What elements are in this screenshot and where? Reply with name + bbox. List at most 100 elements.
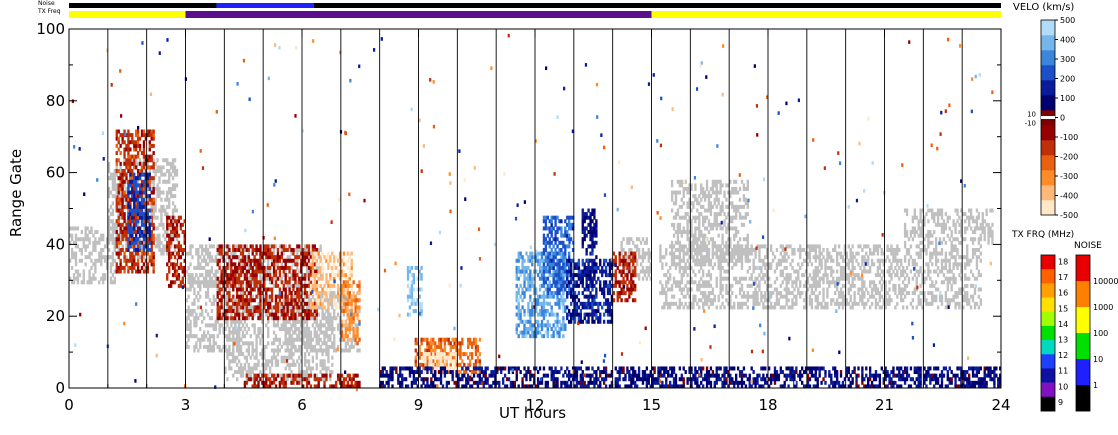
x-tick-label-9: 9 xyxy=(414,396,424,414)
velocity-colorbar-swatch-3 xyxy=(1041,155,1055,171)
txfreq-colorbar-frame xyxy=(1040,254,1056,412)
txfreq-strip-label: TX Freq xyxy=(38,8,61,15)
noise-tick-label-100: 100 xyxy=(1093,329,1108,338)
txfreq-tick-label-9: 9 xyxy=(1058,398,1063,407)
txfreq-tick-label-17: 17 xyxy=(1058,273,1068,282)
noise-strip-segment-2 xyxy=(313,3,1001,8)
txfreq-colorbar-swatch-9 xyxy=(1041,382,1055,398)
noise-colorbar-swatch-2 xyxy=(1076,307,1090,334)
noise-colorbar-swatch-5 xyxy=(1076,385,1090,412)
noise-colorbar-swatch-3 xyxy=(1076,333,1090,360)
noise-tick-label-10: 10 xyxy=(1093,355,1103,364)
velocity-tick-label-5: 0 xyxy=(1060,114,1065,123)
txfreq-tick-label-13: 13 xyxy=(1058,335,1068,344)
txfreq-tick-label-14: 14 xyxy=(1058,320,1068,329)
velocity-aux-label-1: -10 xyxy=(1025,120,1036,128)
y-tick-label-20: 20 xyxy=(46,307,65,325)
scatter-region-16-velocity xyxy=(414,337,482,375)
txfreq-tick-label-15: 15 xyxy=(1058,304,1068,313)
txfreq-colorbar-swatch-1 xyxy=(1041,269,1055,284)
velocity-colorbar-swatch-1 xyxy=(1041,185,1055,201)
txfreq-tick-label-10: 10 xyxy=(1058,382,1068,391)
y-tick-label-100: 100 xyxy=(36,20,65,38)
txfreq-colorbar-swatch-5 xyxy=(1041,325,1055,341)
scatter-region-22-velocity xyxy=(581,208,598,288)
scatter-region-12-velocity xyxy=(166,215,186,288)
txfreq-colorbar-swatch-6 xyxy=(1041,340,1055,355)
txfreq-tick-label-11: 11 xyxy=(1058,367,1068,376)
txfreq-strip-segment-1 xyxy=(185,11,652,18)
x-tick-label-12: 12 xyxy=(525,396,544,414)
txfreq-tick-label-16: 16 xyxy=(1058,289,1068,298)
velocity-colorbar-swatch-8 xyxy=(1041,80,1055,96)
velocity-colorbar-swatch-4 xyxy=(1041,140,1055,156)
txfreq-tick-label-12: 12 xyxy=(1058,351,1068,360)
x-tick-label-6: 6 xyxy=(297,396,307,414)
velocity-colorbar-swatch-2 xyxy=(1041,170,1055,186)
velocity-tick-label-10: -500 xyxy=(1060,211,1078,220)
scatter-region-15-velocity xyxy=(340,280,361,346)
scatter-region-11-velocity xyxy=(127,172,151,252)
txfreq-colorbar-swatch-8 xyxy=(1041,368,1055,383)
velocity-colorbar-swatch-12 xyxy=(1041,20,1055,36)
noise-colorbar-swatch-4 xyxy=(1076,359,1090,386)
noise-colorbar-swatch-1 xyxy=(1076,281,1090,308)
x-tick-label-21: 21 xyxy=(875,396,894,414)
x-tick-label-24: 24 xyxy=(991,396,1010,414)
velocity-colorbar-swatch-0 xyxy=(1041,200,1055,216)
y-tick-label-60: 60 xyxy=(46,164,65,182)
velocity-colorbar-swatch-11 xyxy=(1041,35,1055,51)
velocity-colorbar-zero-band xyxy=(1041,116,1055,119)
velocity-tick-label-2: 300 xyxy=(1060,55,1075,64)
scatter-region-9-ground xyxy=(903,208,994,245)
velocity-tick-label-6: -100 xyxy=(1060,133,1078,142)
scatter-region-24-velocity xyxy=(379,366,1002,389)
txfreq-colorbar-swatch-2 xyxy=(1041,283,1055,298)
velocity-scale-title: VELO (km/s) xyxy=(1013,2,1075,13)
velocity-tick-label-1: 400 xyxy=(1060,36,1075,45)
noise-tick-label-1000: 1000 xyxy=(1093,303,1113,312)
x-tick-label-3: 3 xyxy=(181,396,191,414)
velocity-aux-label-0: 10 xyxy=(1027,111,1036,119)
txfreq-strip-segment-0 xyxy=(69,11,186,18)
txfreq-colorbar-swatch-3 xyxy=(1041,297,1055,313)
velocity-colorbar-swatch-9 xyxy=(1041,65,1055,81)
velocity-tick-label-9: -400 xyxy=(1060,192,1078,201)
x-tick-label-15: 15 xyxy=(642,396,661,414)
y-tick-label-40: 40 xyxy=(46,235,65,253)
noise-tick-label-1: 1 xyxy=(1093,381,1098,390)
txfreq-colorbar-swatch-10 xyxy=(1041,396,1055,412)
scatter-region-8-ground xyxy=(670,179,749,263)
velocity-tick-label-4: 100 xyxy=(1060,94,1075,103)
noise-tick-label-10000: 10000 xyxy=(1093,277,1118,286)
velocity-colorbar-swatch-7 xyxy=(1041,95,1055,111)
velocity-colorbar-swatch-5 xyxy=(1041,125,1055,141)
txfreq-colorbar-swatch-0 xyxy=(1041,255,1055,270)
y-tick-label-80: 80 xyxy=(46,92,65,110)
txfreq-scale-title: TX FRQ (MHz) xyxy=(1012,230,1075,240)
y-axis-title: Range Gate xyxy=(7,148,25,238)
velocity-tick-label-3: 200 xyxy=(1060,75,1075,84)
scatter-region-20-velocity xyxy=(542,215,575,296)
velocity-tick-label-7: -200 xyxy=(1060,153,1078,162)
x-tick-label-18: 18 xyxy=(758,396,777,414)
velocity-tick-label-8: -300 xyxy=(1060,172,1078,181)
noise-colorbar-frame xyxy=(1075,254,1091,412)
scatter-region-13-velocity xyxy=(216,244,318,321)
noise-colorbar-swatch-0 xyxy=(1076,255,1090,282)
y-tick-label-0: 0 xyxy=(55,379,65,397)
velocity-colorbar-swatch-10 xyxy=(1041,50,1055,66)
scattered-echoes xyxy=(71,33,994,392)
txfreq-colorbar-swatch-4 xyxy=(1041,311,1055,327)
noise-strip-label: Noise xyxy=(38,0,55,7)
noise-strip-segment-1 xyxy=(216,3,314,8)
txfreq-tick-label-18: 18 xyxy=(1058,257,1068,266)
x-tick-label-0: 0 xyxy=(64,396,74,414)
txfreq-strip-segment-2 xyxy=(651,11,1001,18)
scatter-region-23-velocity xyxy=(612,251,637,303)
scatter-region-7-ground xyxy=(659,244,982,310)
scatter-region-18-velocity xyxy=(406,265,423,317)
scatter-region-25-velocity xyxy=(243,373,361,389)
velocity-tick-label-0: 500 xyxy=(1060,16,1075,25)
